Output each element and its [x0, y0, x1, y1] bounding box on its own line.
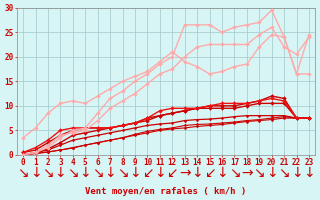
X-axis label: Vent moyen/en rafales ( km/h ): Vent moyen/en rafales ( km/h ) — [85, 187, 247, 196]
